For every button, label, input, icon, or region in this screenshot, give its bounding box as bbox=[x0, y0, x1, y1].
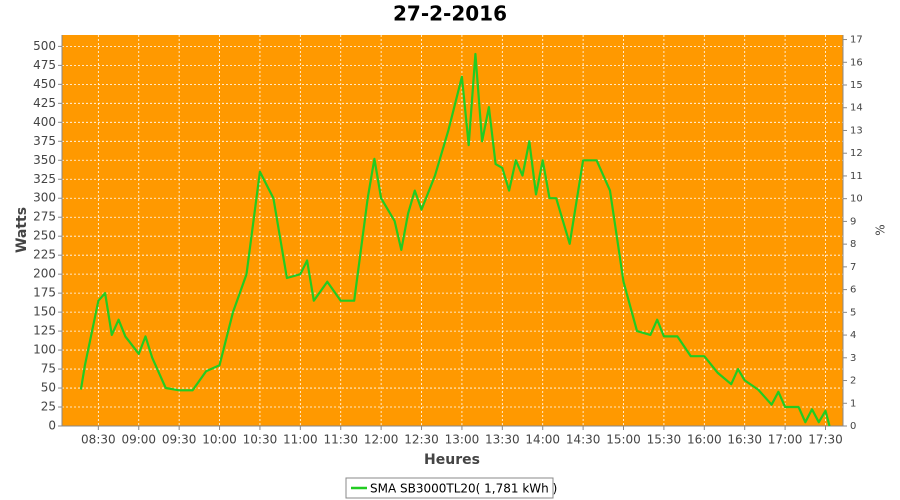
y2-tick-label: 6 bbox=[850, 285, 856, 296]
x-tick-label: 11:00 bbox=[283, 433, 318, 447]
y-tick-label: 300 bbox=[33, 191, 56, 205]
y-tick-label: 50 bbox=[41, 381, 56, 395]
x-tick-label: 14:30 bbox=[566, 433, 601, 447]
y-tick-label: 250 bbox=[33, 229, 56, 243]
y2-tick-label: 3 bbox=[850, 353, 856, 364]
y2-tick-label: 4 bbox=[850, 330, 856, 341]
x-tick-label: 08:30 bbox=[81, 433, 116, 447]
y2-tick-label: 7 bbox=[850, 262, 856, 273]
y-tick-label: 200 bbox=[33, 267, 56, 281]
y-tick-label: 400 bbox=[33, 115, 56, 129]
y-tick-label: 475 bbox=[33, 58, 56, 72]
y2-tick-label: 9 bbox=[850, 216, 856, 227]
y-tick-label: 375 bbox=[33, 134, 56, 148]
y-tick-label: 175 bbox=[33, 286, 56, 300]
y-tick-label: 0 bbox=[48, 419, 56, 433]
x-tick-label: 09:30 bbox=[162, 433, 197, 447]
y2-tick-label: 15 bbox=[850, 80, 863, 91]
x-tick-label: 11:30 bbox=[323, 433, 358, 447]
x-axis-title: Heures bbox=[424, 452, 480, 468]
x-tick-label: 16:30 bbox=[727, 433, 762, 447]
plot-area bbox=[62, 35, 843, 426]
series-line bbox=[79, 52, 831, 427]
x-tick-label: 16:00 bbox=[687, 433, 722, 447]
x-tick-label: 17:30 bbox=[808, 433, 843, 447]
y2-tick-label: 13 bbox=[850, 125, 863, 136]
y-tick-label: 275 bbox=[33, 210, 56, 224]
y-tick-label: 100 bbox=[33, 343, 56, 357]
x-tick-label: 10:30 bbox=[243, 433, 278, 447]
x-tick-label: 14:00 bbox=[525, 433, 560, 447]
x-tick-label: 09:00 bbox=[121, 433, 156, 447]
y-tick-label: 25 bbox=[41, 400, 56, 414]
y2-tick-label: 14 bbox=[850, 103, 863, 114]
y-tick-label: 450 bbox=[33, 77, 56, 91]
y-tick-label: 125 bbox=[33, 324, 56, 338]
x-tick-label: 12:30 bbox=[404, 433, 439, 447]
y2-tick-label: 11 bbox=[850, 171, 863, 182]
x-tick-label: 17:00 bbox=[768, 433, 803, 447]
chart-title: 27-2-2016 bbox=[393, 2, 507, 26]
y2-tick-label: 1 bbox=[850, 398, 856, 409]
y-tick-label: 325 bbox=[33, 172, 56, 186]
legend-label: SMA SB3000TL20( 1,781 kWh ) bbox=[370, 482, 557, 496]
y-tick-label: 500 bbox=[33, 39, 56, 53]
y2-tick-label: 5 bbox=[850, 307, 856, 318]
x-tick-label: 10:00 bbox=[202, 433, 237, 447]
y-tick-label: 225 bbox=[33, 248, 56, 262]
x-tick-label: 13:30 bbox=[485, 433, 520, 447]
y2-tick-label: 8 bbox=[850, 239, 856, 250]
y2-tick-label: 17 bbox=[850, 35, 863, 46]
y2-tick-label: 12 bbox=[850, 148, 863, 159]
y-tick-label: 350 bbox=[33, 153, 56, 167]
x-tick-label: 15:30 bbox=[647, 433, 682, 447]
y-tick-label: 75 bbox=[41, 362, 56, 376]
y2-tick-label: 16 bbox=[850, 57, 863, 68]
y2-tick-label: 2 bbox=[850, 376, 856, 387]
y2-tick-label: 10 bbox=[850, 194, 863, 205]
x-tick-label: 12:00 bbox=[364, 433, 399, 447]
x-tick-label: 13:00 bbox=[445, 433, 480, 447]
y2-tick-label: 0 bbox=[850, 421, 856, 432]
x-tick-label: 15:00 bbox=[606, 433, 641, 447]
y-tick-label: 425 bbox=[33, 96, 56, 110]
y-axis-title: Watts bbox=[14, 207, 30, 253]
y-tick-label: 150 bbox=[33, 305, 56, 319]
legend-box bbox=[345, 477, 554, 499]
y2-axis-title: % bbox=[874, 224, 888, 235]
